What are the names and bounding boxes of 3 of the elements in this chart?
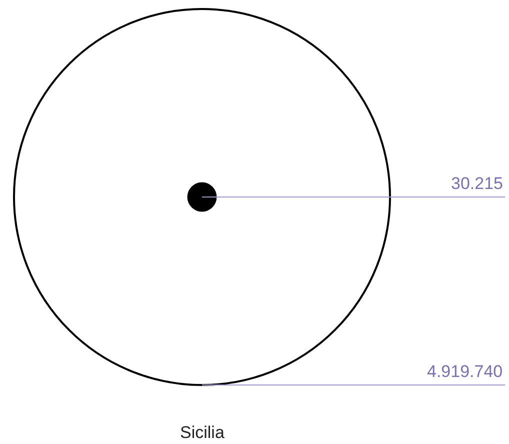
data-label: 30.215 [451,174,503,193]
category-label: Sicilia [180,423,225,442]
data-label: 4.919.740 [427,362,503,381]
